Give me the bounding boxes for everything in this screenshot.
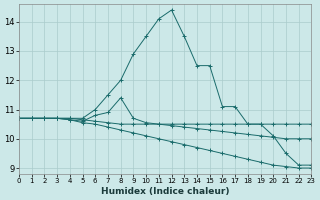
X-axis label: Humidex (Indice chaleur): Humidex (Indice chaleur) (101, 187, 229, 196)
